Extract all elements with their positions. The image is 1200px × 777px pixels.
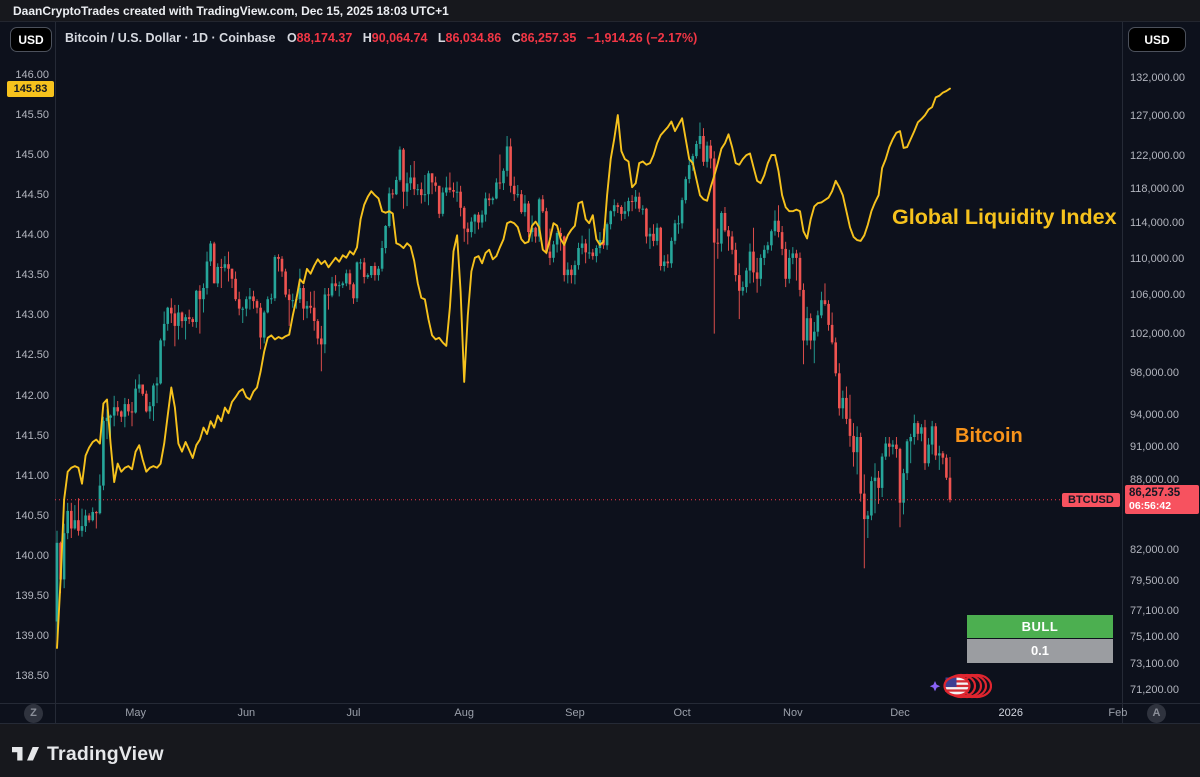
right-axis-tick: 88,000.00 xyxy=(1130,473,1179,486)
right-axis-tick: 91,000.00 xyxy=(1130,440,1179,453)
left-axis-tick: 139.50 xyxy=(15,589,49,602)
time-axis-label: Jul xyxy=(346,707,361,719)
right-axis-tick: 98,000.00 xyxy=(1130,367,1179,380)
right-axis-border xyxy=(1122,22,1123,723)
time-axis-label: Oct xyxy=(673,707,691,719)
time-axis-label: Feb xyxy=(1108,707,1128,719)
tradingview-logo-text: TradingView xyxy=(47,742,164,765)
tradingview-logo-icon xyxy=(12,746,39,760)
high-label: H xyxy=(362,31,372,45)
left-axis-tick: 143.00 xyxy=(15,309,49,322)
open-value: 88,174.37 xyxy=(296,31,353,45)
auto-scale-button[interactable]: A xyxy=(1147,704,1166,723)
open-label: O xyxy=(286,31,297,45)
right-axis-tick: 102,000.00 xyxy=(1130,327,1186,340)
left-axis-tick: 145.00 xyxy=(15,149,49,162)
indicator-value-badge: 0.1 xyxy=(967,639,1113,663)
time-axis-label: Sep xyxy=(565,707,585,719)
candle-countdown: 06:56:42 xyxy=(1129,499,1172,512)
btc-candlestick-series xyxy=(55,122,952,643)
time-axis-label: May xyxy=(125,707,146,719)
global-liquidity-index-line xyxy=(56,87,951,649)
tradingview-logo[interactable]: TradingView xyxy=(12,741,164,767)
right-axis-tick: 118,000.00 xyxy=(1130,183,1185,196)
watermark-banner: DaanCryptoTrades created with TradingVie… xyxy=(0,0,1200,22)
btc-last-price: 86,257.35 xyxy=(1129,486,1181,499)
time-axis-label: Dec xyxy=(890,707,910,719)
right-axis-tick: 110,000.00 xyxy=(1130,252,1185,265)
gli-current-value-tag: 145.83 xyxy=(7,80,54,97)
right-axis-tick: 75,100.00 xyxy=(1130,631,1179,644)
footer-strip xyxy=(0,723,1200,777)
close-value: 86,257.35 xyxy=(520,31,577,45)
right-axis-tick: 127,000.00 xyxy=(1130,110,1186,123)
gli-series-label: Global Liquidity Index xyxy=(892,205,1117,229)
time-axis-strip[interactable] xyxy=(0,703,1200,723)
left-axis-tick: 141.00 xyxy=(15,469,49,482)
left-axis-tick: 144.50 xyxy=(15,189,49,202)
left-axis-tick: 145.50 xyxy=(15,109,49,122)
btc-symbol-tag: BTCUSD xyxy=(1062,492,1120,507)
right-axis-tick: 122,000.00 xyxy=(1130,150,1186,163)
change-value: −1,914.26 (−2.17%) xyxy=(586,31,698,45)
btc-price-tag: 86,257.35 06:56:42 xyxy=(1125,484,1199,514)
left-axis-tick: 142.50 xyxy=(15,349,49,362)
bull-badge[interactable]: BULL xyxy=(967,615,1113,638)
right-axis-tick: 77,100.00 xyxy=(1130,605,1179,618)
left-axis-tick: 143.50 xyxy=(15,269,49,282)
right-axis-tick: 73,100.00 xyxy=(1130,657,1179,670)
right-axis-tick: 79,500.00 xyxy=(1130,574,1179,587)
bitcoin-series-label: Bitcoin xyxy=(955,425,1023,447)
time-axis-label: Aug xyxy=(454,707,474,719)
left-axis-tick: 140.00 xyxy=(15,549,49,562)
left-axis-tick: 139.00 xyxy=(15,629,49,642)
timezone-button[interactable]: Z xyxy=(24,704,43,723)
left-axis-border xyxy=(55,22,56,723)
right-axis-tick: 71,200.00 xyxy=(1130,684,1179,696)
right-axis-tick: 82,000.00 xyxy=(1130,543,1179,556)
time-axis-top-border xyxy=(0,703,1200,704)
left-axis-tick: 141.50 xyxy=(15,429,49,442)
right-axis-tick: 132,000.00 xyxy=(1130,72,1186,84)
time-axis-label: Nov xyxy=(783,707,803,719)
low-label: L xyxy=(437,31,446,45)
high-value: 90,064.74 xyxy=(371,31,428,45)
symbol-description[interactable]: Bitcoin / U.S. Dollar · 1D · Coinbase xyxy=(65,31,276,45)
symbol-header: Bitcoin / U.S. Dollar · 1D · Coinbase O8… xyxy=(65,28,697,48)
left-axis-currency-button[interactable]: USD xyxy=(10,27,52,52)
left-axis-tick: 140.50 xyxy=(15,509,49,522)
right-axis-tick: 114,000.00 xyxy=(1130,217,1185,230)
us-flag-echo-icon xyxy=(929,673,992,699)
close-label: C xyxy=(511,31,521,45)
left-axis-tick: 138.50 xyxy=(15,670,49,682)
right-axis-tick: 106,000.00 xyxy=(1130,289,1186,302)
chart-bottom-border xyxy=(0,723,1200,724)
left-axis-tick: 146.00 xyxy=(15,69,49,81)
left-axis-tick: 142.00 xyxy=(15,389,49,402)
time-axis-label: Jun xyxy=(237,707,256,719)
low-value: 86,034.86 xyxy=(445,31,502,45)
left-axis-tick: 144.00 xyxy=(15,229,49,242)
right-axis-tick: 94,000.00 xyxy=(1130,408,1179,421)
right-axis-currency-button[interactable]: USD xyxy=(1128,27,1186,52)
time-axis-label: 2026 xyxy=(998,707,1023,719)
